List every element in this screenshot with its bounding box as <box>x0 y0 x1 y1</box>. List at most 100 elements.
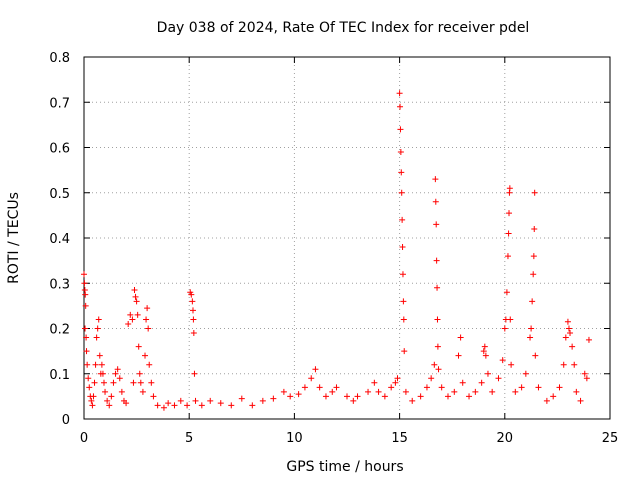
chart-title: Day 038 of 2024, Rate Of TEC Index for r… <box>157 20 530 36</box>
data-point <box>81 280 88 287</box>
data-point <box>188 291 195 298</box>
x-tick-label: 15 <box>391 431 408 446</box>
data-point <box>505 230 512 237</box>
data-point <box>190 316 197 323</box>
data-point <box>573 388 580 395</box>
data-point <box>512 388 519 395</box>
data-point <box>132 293 139 300</box>
data-point <box>508 361 515 368</box>
data-point <box>503 289 510 296</box>
data-point <box>104 397 111 404</box>
data-point <box>189 298 196 305</box>
data-point <box>499 357 506 364</box>
data-point <box>301 384 308 391</box>
data-point <box>184 402 191 409</box>
data-point <box>177 397 184 404</box>
data-point <box>396 90 403 97</box>
data-point <box>432 198 439 205</box>
data-point <box>350 397 357 404</box>
data-point <box>89 402 96 409</box>
data-point <box>565 325 572 332</box>
data-point <box>434 343 441 350</box>
data-point <box>433 257 440 264</box>
data-point <box>400 298 407 305</box>
data-point <box>535 384 542 391</box>
data-point <box>567 330 574 337</box>
data-point <box>207 397 214 404</box>
data-point <box>581 370 588 377</box>
data-point <box>249 402 256 409</box>
data-point <box>238 395 245 402</box>
data-point <box>388 384 395 391</box>
data-point <box>217 400 224 407</box>
y-tick-label: 0.8 <box>49 51 70 66</box>
data-point <box>344 393 350 400</box>
data-point <box>569 343 576 350</box>
data-point <box>583 375 590 382</box>
data-point <box>397 126 404 133</box>
data-point <box>165 400 172 407</box>
data-point <box>434 284 441 291</box>
data-point <box>192 397 199 404</box>
data-point <box>84 361 91 368</box>
data-point <box>409 397 416 404</box>
data-point <box>137 379 144 386</box>
data-point <box>433 221 440 228</box>
data-point <box>480 348 487 355</box>
data-point <box>392 379 399 386</box>
data-point <box>316 384 323 391</box>
data-point <box>116 375 123 382</box>
data-point <box>270 395 277 402</box>
data-point <box>102 388 109 395</box>
x-tick-labels: 0 5 10 15 20 25 <box>80 431 618 446</box>
y-tick-label: 0.6 <box>49 142 70 157</box>
data-point <box>428 375 435 382</box>
data-point <box>432 176 439 183</box>
data-point <box>398 169 405 176</box>
tick-marks <box>83 56 611 420</box>
data-point <box>457 334 464 341</box>
data-point <box>530 253 537 260</box>
data-point <box>438 384 445 391</box>
data-point <box>125 320 132 327</box>
data-point <box>451 388 458 395</box>
data-point <box>417 393 424 400</box>
x-tick-label: 5 <box>185 431 193 446</box>
data-point <box>145 325 152 332</box>
data-point <box>577 397 584 404</box>
data-point <box>150 393 157 400</box>
data-point <box>365 388 372 395</box>
data-point <box>531 225 538 232</box>
data-point <box>423 384 430 391</box>
data-point <box>435 366 442 373</box>
data-point <box>95 316 102 323</box>
data-point <box>85 375 92 382</box>
data-point <box>94 325 101 332</box>
data-point <box>93 334 100 341</box>
data-point <box>146 361 153 368</box>
data-point <box>191 370 198 377</box>
y-tick-label: 0 <box>62 413 70 428</box>
data-point <box>375 388 382 395</box>
y-axis-label: ROTI / TECUs <box>6 192 22 284</box>
data-point <box>133 298 140 305</box>
data-point <box>556 384 563 391</box>
data-point <box>571 361 578 368</box>
data-point <box>399 271 406 278</box>
data-point <box>506 210 513 217</box>
data-point <box>431 361 438 368</box>
data-point <box>127 311 134 318</box>
data-point <box>88 397 95 404</box>
data-point <box>100 379 107 386</box>
data-point <box>114 366 121 373</box>
data-point <box>130 379 137 386</box>
data-point <box>527 334 534 341</box>
data-point <box>143 316 150 323</box>
data-point <box>530 271 537 278</box>
data-point <box>171 402 178 409</box>
data-point <box>398 189 405 196</box>
data-point <box>86 384 93 391</box>
data-point <box>397 149 404 156</box>
data-point <box>118 388 125 395</box>
data-point <box>134 311 141 318</box>
